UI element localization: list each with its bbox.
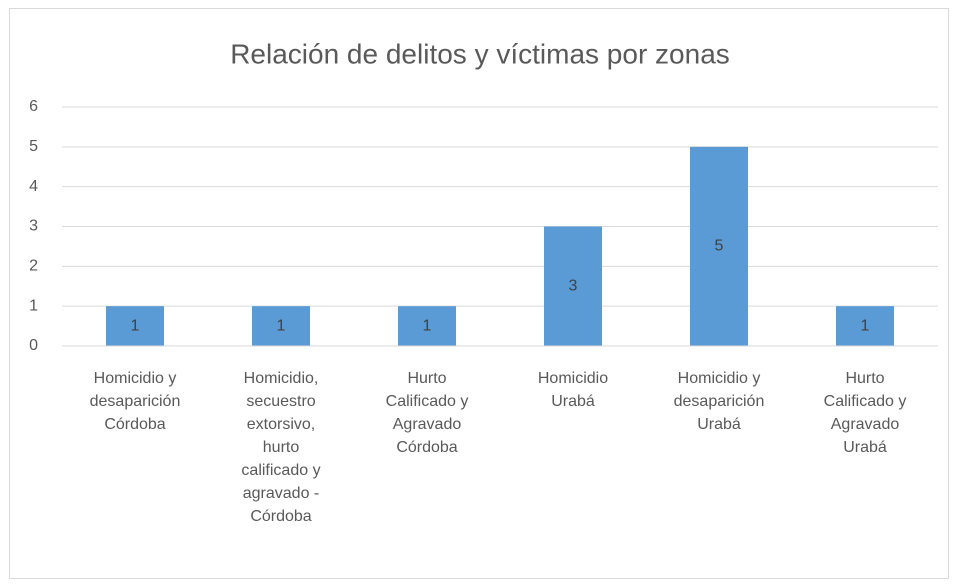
x-tick-label: Agravado [393, 416, 462, 433]
x-tick-label: Urabá [843, 439, 887, 456]
x-tick-label: Hurto [845, 370, 884, 387]
x-tick-label: Córdoba [104, 416, 165, 433]
x-tick-label: calificado y [241, 462, 320, 479]
x-tick-label: Calificado y [386, 393, 469, 410]
x-tick-label: desaparición [90, 393, 181, 410]
data-label: 5 [715, 238, 724, 255]
x-tick-label: Córdoba [396, 439, 457, 456]
y-tick-label: 3 [29, 218, 38, 235]
y-tick-label: 6 [29, 98, 38, 115]
x-tick-label: extorsivo, [247, 416, 315, 433]
x-tick-label: Homicidio y [94, 370, 177, 387]
bar [398, 306, 456, 346]
x-tick-label: secuestro [246, 393, 315, 410]
x-tick-label: Hurto [407, 370, 446, 387]
bar [544, 226, 602, 346]
bar [836, 306, 894, 346]
x-tick-label: Urabá [551, 393, 595, 410]
y-tick-label: 1 [29, 297, 38, 314]
y-tick-label: 5 [29, 138, 38, 155]
chart-frame [9, 8, 949, 579]
x-tick-label: hurto [263, 439, 300, 456]
bar [106, 306, 164, 346]
y-tick-label: 0 [29, 337, 38, 354]
data-label: 1 [131, 317, 140, 334]
x-tick-label: Homicidio y [678, 370, 761, 387]
x-tick-label: Calificado y [824, 393, 907, 410]
x-tick-label: desaparición [674, 393, 765, 410]
x-tick-label: Agravado [831, 416, 900, 433]
x-tick-label: Córdoba [250, 508, 311, 525]
x-tick-label: Urabá [697, 416, 741, 433]
data-label: 1 [423, 317, 432, 334]
data-label: 3 [569, 277, 578, 294]
x-tick-label: Homicidio [538, 370, 608, 387]
x-tick-label: Homicidio, [244, 370, 319, 387]
data-label: 1 [277, 317, 286, 334]
bar [690, 146, 748, 346]
x-tick-label: agravado - [243, 485, 320, 502]
y-tick-label: 2 [29, 258, 38, 275]
bar [252, 306, 310, 346]
y-tick-label: 4 [29, 178, 38, 195]
data-label: 1 [861, 317, 870, 334]
chart-title: Relación de delitos y víctimas por zonas [230, 38, 730, 69]
